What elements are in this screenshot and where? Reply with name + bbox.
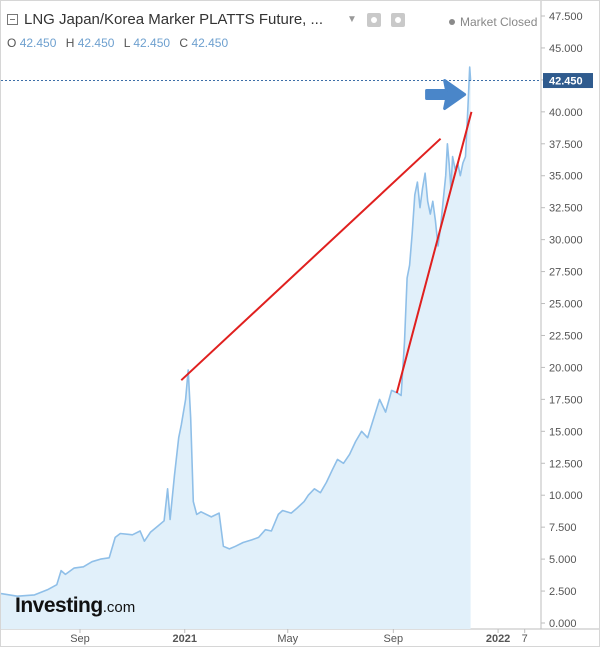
- gear-icon[interactable]: [390, 12, 405, 27]
- x-tick-label: Sep: [70, 633, 90, 645]
- visibility-icon[interactable]: [366, 12, 381, 27]
- ohlc-high-key: H: [65, 36, 75, 50]
- last-price-badge: [543, 73, 593, 89]
- y-tick-label: 2.500: [549, 586, 577, 598]
- ohlc-high-value: 42.450: [77, 36, 115, 50]
- series-area: [1, 67, 471, 630]
- y-tick-label: 30.000: [549, 235, 583, 247]
- y-tick-label: 35.000: [549, 171, 583, 183]
- y-tick-label: 22.500: [549, 330, 583, 342]
- y-tick-label: 37.500: [549, 139, 583, 151]
- trendline-1[interactable]: [180, 137, 442, 381]
- logo-suffix: .com: [102, 599, 136, 616]
- y-tick-label: 45.000: [549, 43, 583, 55]
- ohlc-open-key: O: [7, 36, 17, 50]
- ohlc-close-key: C: [179, 36, 189, 50]
- y-tick-label: 40.000: [549, 107, 583, 119]
- last-price-label: 42.450: [549, 76, 583, 88]
- y-tick-label: 5.000: [549, 554, 577, 566]
- x-tick-label: Sep: [384, 633, 404, 645]
- market-status-label: Market Closed: [460, 15, 538, 29]
- trendline-2[interactable]: [395, 111, 473, 394]
- x-tick-label: 7: [522, 633, 528, 645]
- investing-logo: Investing .com: [15, 594, 135, 618]
- y-tick-label: 15.000: [549, 426, 583, 438]
- y-tick-label: 47.500: [549, 11, 583, 23]
- status-dot-icon: [449, 19, 455, 25]
- x-tick-label: May: [277, 633, 298, 645]
- ohlc-open-value: 42.450: [19, 36, 57, 50]
- y-tick-label: 20.000: [549, 362, 583, 374]
- y-tick-label: 25.000: [549, 299, 583, 311]
- x-tick-label: 2021: [172, 633, 196, 645]
- y-tick-label: 27.500: [549, 267, 583, 279]
- arrow-annotation-icon: [425, 79, 467, 111]
- y-tick-label: 7.500: [549, 522, 577, 534]
- chart-header: LNG Japan/Korea Marker PLATTS Future, ..…: [1, 1, 541, 61]
- y-tick-label: 0.000: [549, 618, 577, 630]
- logo-brand: Investing: [15, 594, 103, 617]
- collapse-icon[interactable]: [7, 14, 18, 25]
- ohlc-low-key: L: [123, 36, 131, 50]
- chevron-down-icon[interactable]: ▼: [347, 14, 357, 25]
- y-tick-label: 10.000: [549, 490, 583, 502]
- instrument-title: LNG Japan/Korea Marker PLATTS Future, ..…: [24, 11, 324, 28]
- market-status: Market Closed: [449, 15, 537, 29]
- y-tick-label: 12.500: [549, 458, 583, 470]
- ohlc-close-value: 42.450: [191, 36, 229, 50]
- ohlc-low-value: 42.450: [133, 36, 171, 50]
- title-row: LNG Japan/Korea Marker PLATTS Future, ..…: [7, 11, 405, 28]
- x-tick-label: 2022: [486, 633, 510, 645]
- ohlc-readout: O 42.450 H 42.450 L 42.450 C 42.450: [7, 36, 234, 50]
- y-tick-label: 17.500: [549, 394, 583, 406]
- y-tick-label: 32.500: [549, 203, 583, 215]
